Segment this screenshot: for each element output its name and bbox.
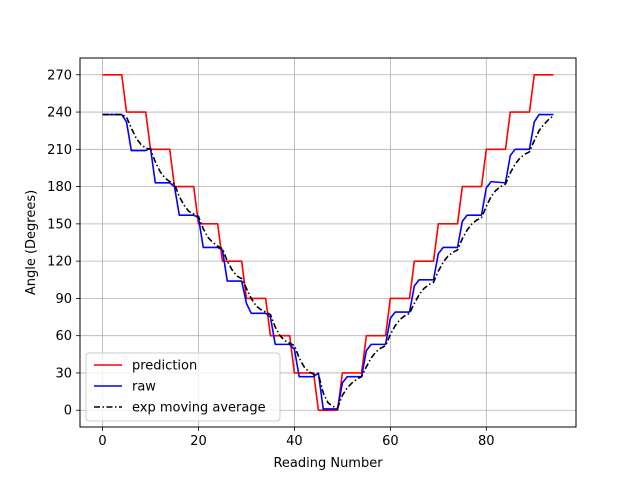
legend-label-prediction: prediction: [132, 359, 197, 374]
y-tick-label: 120: [47, 255, 72, 270]
legend-label-raw: raw: [132, 380, 156, 395]
legend-box: [85, 352, 281, 422]
x-axis-label: Reading Number: [273, 456, 383, 471]
y-tick-label: 180: [47, 180, 72, 195]
legend: prediction raw exp moving average: [85, 352, 281, 422]
x-tick-label: 40: [286, 434, 303, 449]
y-tick-label: 210: [47, 143, 72, 158]
x-tick-label: 80: [478, 434, 495, 449]
plot-frame: [79, 57, 577, 428]
y-tick-label: 240: [47, 106, 72, 121]
y-tick-label: 30: [55, 366, 72, 381]
y-tick-label: 0: [64, 404, 72, 419]
y-tick-label: 270: [47, 68, 72, 83]
x-tick-label: 20: [190, 434, 207, 449]
series-lines: [102, 73, 554, 412]
x-axis-ticks: 0 20 40 60 80: [98, 427, 495, 449]
series-exp-moving-average-line: [102, 113, 554, 409]
y-axis-ticks: 0 30 60 90 120 150 180 210 240 270: [47, 68, 80, 419]
x-tick-label: 0: [98, 434, 106, 449]
series-prediction-line: [102, 73, 554, 412]
y-tick-label: 150: [47, 217, 72, 232]
x-tick-label: 60: [382, 434, 399, 449]
y-axis-label: Angle (Degrees): [24, 190, 39, 295]
series-raw-line: [102, 113, 554, 410]
y-tick-label: 90: [55, 292, 72, 307]
legend-label-exp-moving-average: exp moving average: [132, 401, 266, 416]
y-tick-label: 60: [55, 329, 72, 344]
